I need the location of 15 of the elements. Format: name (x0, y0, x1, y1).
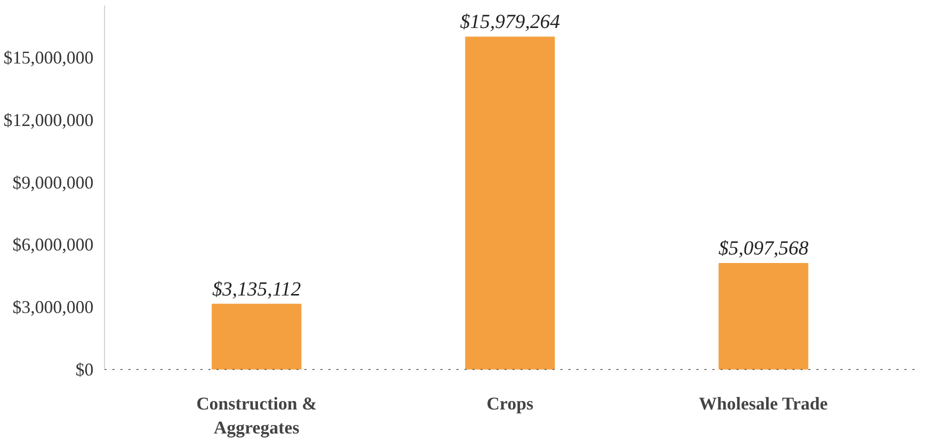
data-label: $5,097,568 (718, 237, 808, 260)
bar (718, 262, 808, 370)
bar (465, 36, 555, 370)
x-tick-label: Construction & Aggregates (196, 394, 317, 438)
y-tick-label: $6,000,000 (12, 234, 94, 255)
y-tick-label: $15,000,000 (4, 48, 94, 68)
x-tick-label: Wholesale Trade (698, 394, 828, 414)
x-tick-label: Crops (486, 394, 534, 414)
data-label: $3,135,112 (212, 278, 301, 300)
y-tick-label: $3,000,000 (12, 297, 94, 318)
y-tick-label: $9,000,000 (12, 172, 94, 192)
y-tick-label: $0 (76, 360, 94, 380)
bar (212, 304, 302, 370)
data-label: $15,979,264 (460, 11, 560, 34)
y-tick-label: $12,000,000 (4, 110, 94, 130)
